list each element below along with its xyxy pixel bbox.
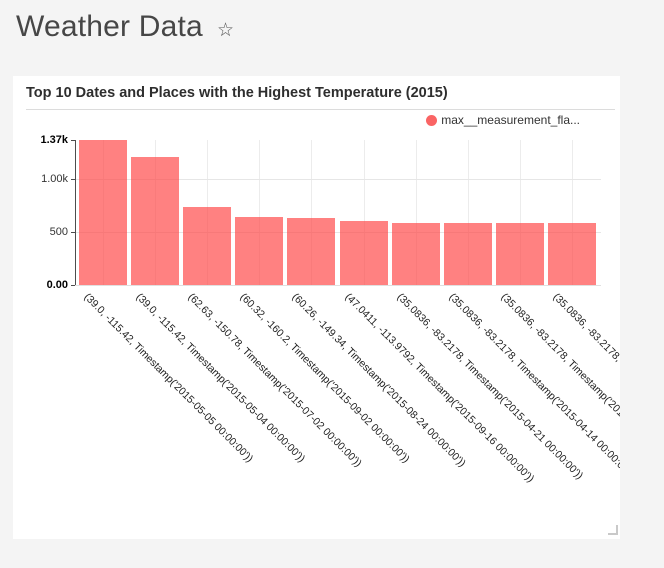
vertical-gridline — [467, 140, 469, 285]
bar[interactable] — [287, 218, 336, 285]
y-axis-line — [75, 140, 76, 285]
x-axis-label: (62.63, -150.78, Timestamp('2015-07-02 0… — [185, 291, 365, 470]
bar[interactable] — [79, 140, 127, 285]
plot-area: 0.00 500 1.00k 1.37k (39.0, -115.42, Timesta… — [13, 76, 620, 539]
chart-card: Top 10 Dates and Places with the Highest… — [13, 76, 620, 539]
y-axis-label: 1.37k — [40, 134, 68, 146]
vertical-gridline — [259, 140, 261, 285]
y-axis-tick — [71, 140, 75, 141]
bar[interactable] — [131, 156, 180, 285]
vertical-gridline — [571, 140, 573, 285]
bar[interactable] — [235, 217, 284, 285]
horizontal-gridline — [75, 179, 601, 181]
vertical-gridline — [363, 140, 365, 285]
bar[interactable] — [183, 207, 232, 285]
dashboard-header: Weather Data ☆ — [16, 10, 234, 44]
bar[interactable] — [547, 222, 596, 285]
dashboard-title: Weather Data — [16, 10, 203, 43]
vertical-gridline — [519, 140, 521, 285]
y-axis-label: 500 — [49, 226, 68, 239]
resize-handle-icon[interactable] — [608, 525, 618, 535]
favorite-star-icon[interactable]: ☆ — [216, 19, 234, 41]
vertical-gridline — [311, 140, 313, 285]
y-axis-tick — [71, 179, 75, 181]
legend-item[interactable]: max__measurement_fla... — [426, 113, 580, 127]
chart-title: Top 10 Dates and Places with the Highest… — [26, 85, 448, 101]
bar[interactable] — [495, 222, 544, 285]
y-axis-tick — [71, 285, 75, 286]
bar[interactable] — [443, 222, 492, 285]
x-axis-label: (35.0836, -83.2178, Timestamp('2015-04-2… — [394, 291, 585, 482]
legend-label: max__measurement_fla... — [441, 113, 580, 127]
y-axis-label: 0.00 — [46, 279, 68, 291]
vertical-gridline — [415, 140, 417, 285]
y-axis-label: 1.00k — [41, 173, 68, 186]
title-divider — [26, 109, 615, 110]
legend-dot-icon — [426, 114, 438, 126]
x-axis-label: (47.0411, -113.9792, Timestamp('2015-09-… — [342, 291, 536, 485]
y-axis-tick — [71, 232, 75, 234]
x-axis-label: (60.26, -149.34, Timestamp('2015-08-24 0… — [289, 291, 469, 470]
bar[interactable] — [391, 222, 440, 285]
bar[interactable] — [339, 221, 388, 285]
horizontal-gridline — [75, 232, 601, 234]
x-axis-line — [75, 285, 601, 286]
